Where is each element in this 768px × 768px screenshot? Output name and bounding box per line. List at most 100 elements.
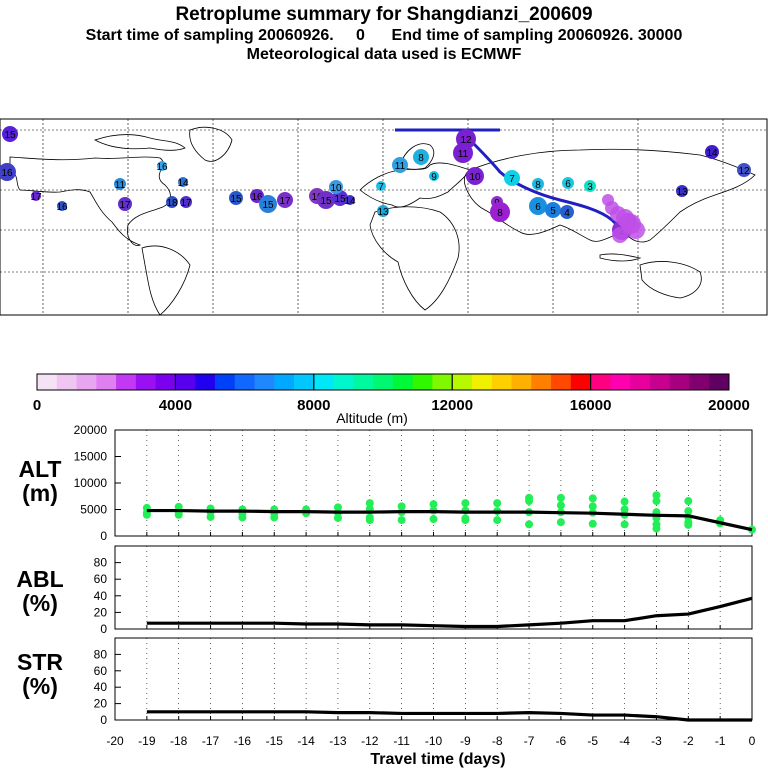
y-tick-label: 40 [94,589,108,603]
map-point-label: 11 [115,180,126,191]
map-point: 10 [466,167,484,185]
map-point: 8 [532,178,544,191]
map-point-marker [545,202,561,218]
alt-scatter-point [620,497,629,506]
map-point-marker [376,181,386,191]
panel-alt: 0 5000 10000 15000 20000 [74,423,756,543]
y-tick-label: 5000 [80,503,107,517]
map-point-marker [504,170,520,186]
coast-canada-arctic [93,134,186,151]
map-point-label: 13 [377,207,389,218]
colorbar-swatch [689,374,710,390]
map-point-marker [57,201,67,211]
alt-scatter-point [652,491,661,500]
abl-panel-label: ABL (%) [0,567,80,615]
map-point: 8 [413,149,429,165]
map-point-marker [453,143,473,163]
map-point: 16 [156,161,168,173]
map-point: 3 [584,180,596,193]
alt-scatter-point [461,516,470,525]
colorbar-swatch [116,374,137,390]
map-point: 13 [377,205,389,218]
map-point-marker [737,163,751,177]
alt-scatter-point [588,494,597,503]
coastlines [9,126,756,316]
map-point-marker [529,197,547,215]
map-point-marker [229,191,243,205]
alt-scatter-point [461,499,470,508]
map-point-label: 13 [676,187,688,198]
coast-scandinavia [399,143,435,170]
map-point-label: 14 [344,196,356,207]
map-point: 7 [376,181,386,193]
map-point-label: 14 [706,148,718,159]
alt-scatter-point [620,520,629,529]
map-point: 10 [329,180,343,194]
map-point: 15 [317,191,335,209]
meteo-data-subtitle: Meteorological data used is ECMWF [246,46,522,63]
map-point-marker [345,195,355,205]
map-point: 17 [180,196,192,209]
str-label-line2: (%) [22,673,58,699]
map-point-marker [166,196,178,208]
map-point-label: 15 [4,130,16,141]
alt-scatter-point [397,502,406,511]
map-point: 6 [529,197,547,215]
y-tick-label: 80 [94,556,108,570]
colorbar-swatch [570,374,592,390]
alt-scatter-point [652,524,661,533]
x-tick-label: -12 [361,734,379,748]
colorbar-swatch [274,374,295,390]
colorbar-frame [36,373,730,391]
str-panel-label: STR (%) [0,650,80,698]
x-tick-label: -6 [556,734,567,748]
map-point-marker [157,161,167,171]
coast-africa [369,206,460,311]
map-point-label: 11 [395,161,406,172]
x-tick-label: -20 [106,734,124,748]
colorbar-swatch [392,374,414,390]
colorbar-swatch [709,374,730,390]
colorbar-swatch [590,374,611,390]
alt-scatter-point [684,507,693,516]
map-point-marker [560,205,574,219]
map-point: 11 [392,157,408,173]
map-point: 8 [490,202,510,222]
x-tick-label: -8 [492,734,503,748]
map-point-label: 11 [458,149,469,160]
alt-scatter-point [525,497,534,506]
colorbar-swatch [531,374,552,390]
colorbar-swatch [234,374,255,390]
alt-panel-label: ALT (m) [0,457,80,505]
map-point-marker [532,178,544,190]
map-point: 9 [429,171,439,183]
map-point: 4 [560,205,574,219]
x-tick-label: -14 [297,734,315,748]
alt-scatter-point [684,497,693,506]
map-point-label: 12 [460,135,472,146]
map-point: 17 [118,197,132,211]
series-line-str [146,710,752,722]
x-tick-label: -13 [329,734,347,748]
map-point-label: 15 [334,194,346,205]
map-point: 13 [676,185,688,198]
chart-title: Retroplume summary for Shangdianzi_20060… [175,4,593,25]
map-point: 15 [259,195,277,213]
y-tick-label: 60 [94,572,108,586]
map-point-marker [466,167,484,185]
alt-scatter-point [684,520,693,529]
y-tick-label: 20 [94,605,108,619]
y-tick-label: 10000 [74,476,108,490]
str-label-line1: STR [17,649,63,675]
map-point: 17 [30,191,42,203]
colorbar-swatch [294,374,315,390]
alt-scatter-point [556,493,565,502]
y-tick-label: 0 [100,529,107,543]
colorbar-swatch [254,374,275,390]
x-tick-label: -15 [266,734,284,748]
x-tick-label: -5 [587,734,598,748]
panel-str: 0 20 40 60 80 [94,637,753,727]
map-point-marker [114,178,126,190]
